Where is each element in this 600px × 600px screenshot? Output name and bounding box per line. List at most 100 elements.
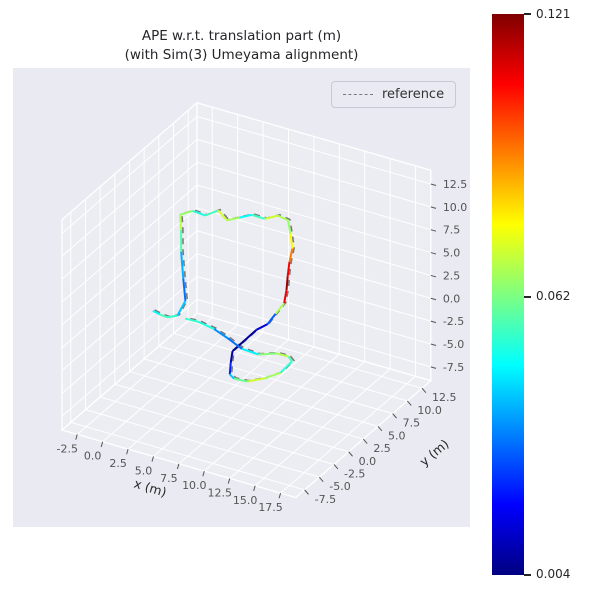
ape-segment	[197, 320, 215, 330]
colorbar-tick-mid	[524, 296, 531, 298]
ape-trajectory	[152, 209, 294, 383]
gridline	[61, 207, 198, 326]
gridline	[61, 161, 198, 280]
gridline	[196, 230, 431, 299]
z-tick-label-mark	[430, 252, 437, 255]
gridline	[188, 320, 423, 389]
ape-segment	[288, 248, 294, 263]
x-tick-label: 0.0	[84, 450, 102, 463]
y-tick-label-mark	[318, 476, 324, 482]
gridline	[196, 161, 431, 231]
ape-segment	[283, 290, 288, 304]
x-tick-label-mark	[202, 470, 205, 477]
x-tick-label: 2.5	[109, 457, 127, 470]
ape-segment	[256, 323, 268, 331]
ape-segment	[287, 355, 293, 362]
z-tick-label: -7.5	[443, 361, 464, 374]
y-tick-label: 7.5	[403, 417, 421, 430]
z-tick-label: 5.0	[443, 247, 461, 260]
gridline	[196, 138, 431, 208]
colorbar-tick-min	[524, 574, 531, 576]
y-tick-label-mark	[406, 400, 412, 406]
y-tick-label-mark	[377, 426, 383, 432]
z-tick-label-mark	[430, 206, 437, 209]
y-tick-label: -5.0	[329, 480, 350, 493]
colorbar-gradient	[492, 14, 524, 575]
x-tick-label: 17.5	[258, 501, 283, 514]
ape-segment	[286, 261, 291, 277]
gridline	[61, 116, 198, 234]
ape-segment	[152, 309, 161, 316]
ape-segment	[229, 350, 234, 363]
gridline	[61, 253, 198, 371]
ape-segment	[159, 313, 168, 319]
z-tick-label: 12.5	[443, 178, 468, 191]
z-tick-label: 10.0	[443, 201, 468, 214]
z-tick-label: -2.5	[443, 315, 464, 328]
ape-segment	[213, 328, 229, 340]
ape-segment	[246, 377, 265, 383]
ape-segment	[217, 209, 228, 221]
colorbar-mid-label: 0.062	[536, 289, 571, 303]
y-tick-label-mark	[348, 451, 353, 457]
gridline	[196, 276, 431, 345]
ape-segment	[289, 233, 294, 249]
colorbar-min-label: 0.004	[536, 567, 571, 581]
title-line2: (with Sim(3) Umeyama alignment)	[124, 46, 359, 63]
ape-segment	[185, 317, 199, 323]
z-tick-label: 7.5	[443, 224, 461, 237]
gridline	[129, 371, 364, 440]
ape-segment	[192, 209, 206, 217]
ape-segment	[251, 213, 266, 220]
colorbar: 0.121 0.062 0.004	[492, 7, 600, 592]
ape-segment	[176, 300, 187, 317]
x-tick-label: 12.5	[207, 486, 232, 499]
legend: reference	[331, 81, 457, 108]
title-line1: APE w.r.t. translation part (m)	[141, 28, 342, 44]
y-tick-label-mark	[362, 438, 368, 444]
colorbar-max-label: 0.121	[536, 7, 571, 21]
y-tick-label-mark	[333, 464, 339, 470]
y-tick-label: 2.5	[373, 442, 391, 455]
gridline	[173, 332, 408, 402]
gridline	[196, 253, 431, 322]
x-tick-label-mark	[176, 463, 180, 470]
x-tick-label-mark	[75, 434, 78, 440]
legend-label: reference	[382, 87, 445, 102]
y-tick-label: -2.5	[344, 467, 365, 480]
z-tick-label-mark	[430, 366, 437, 369]
ape-segment	[204, 209, 219, 217]
x-tick-label-mark	[253, 485, 256, 492]
y-tick-label: 5.0	[388, 429, 406, 442]
y-tick-label-mark	[392, 413, 397, 419]
gridline	[61, 138, 198, 257]
reference-line-swatch	[343, 94, 373, 95]
plot-title: APE w.r.t. translation part (m) (with Si…	[13, 27, 470, 65]
gridline	[158, 345, 393, 415]
gridline	[61, 230, 198, 349]
z-tick-label: 2.5	[443, 269, 461, 282]
y-tick-label: 10.0	[417, 404, 442, 417]
x-tick-label-mark	[278, 492, 282, 499]
gridline	[61, 298, 198, 417]
colorbar-tick-max	[524, 13, 531, 15]
ape-segment	[285, 276, 289, 291]
gridlines	[61, 107, 431, 494]
z-tick-label-mark	[430, 229, 437, 232]
gridline	[196, 184, 431, 254]
ape-segment	[228, 362, 232, 375]
gridline	[144, 358, 379, 427]
x-tick-label: 10.0	[182, 479, 207, 492]
z-tick-label-mark	[430, 183, 437, 186]
z-tick-label: -5.0	[443, 338, 464, 351]
z-tick-label-mark	[430, 343, 437, 346]
ape-segment	[180, 251, 185, 279]
ape-segment	[276, 352, 289, 358]
x-tick-label: 15.0	[233, 494, 258, 507]
ape-segment	[274, 302, 285, 315]
y-tick-label: 12.5	[432, 391, 457, 404]
gridline	[196, 115, 431, 185]
tick-labels: -2.50.02.55.07.510.012.515.017.5-7.5-5.0…	[57, 178, 468, 514]
